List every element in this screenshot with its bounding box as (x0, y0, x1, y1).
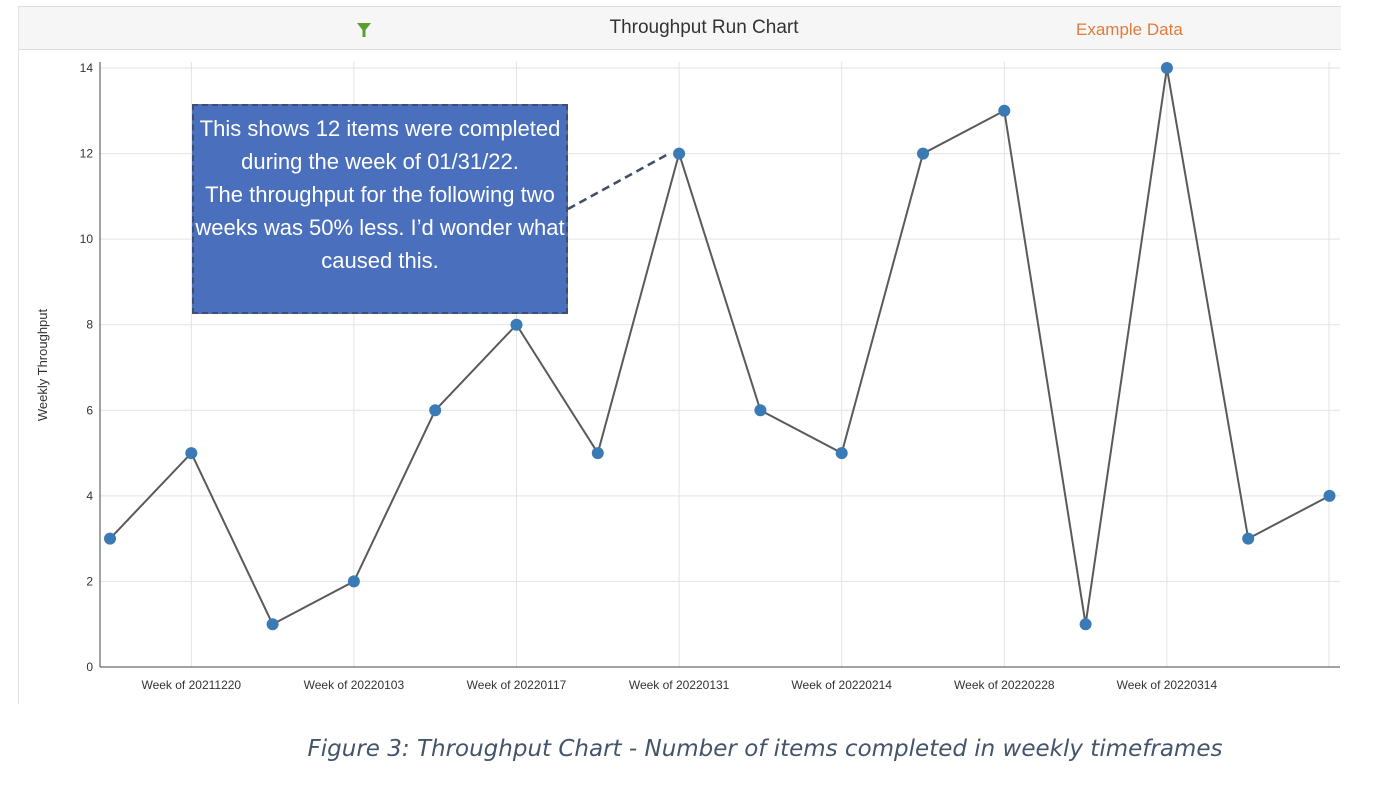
data-point (917, 147, 929, 160)
y-tick-label: 4 (86, 489, 93, 503)
y-tick-label: 2 (86, 574, 93, 588)
data-point (591, 447, 604, 460)
x-tick-label: Week of 20220103 (304, 678, 405, 692)
x-tick-label: Week of 20220131 (629, 678, 730, 692)
x-tick-label: Week of 20220228 (954, 678, 1055, 692)
annotation-connector (567, 152, 670, 211)
x-tick-label: Week of 20220314 (1117, 678, 1218, 692)
annotation-callout: This shows 12 items were completed durin… (192, 104, 568, 314)
example-data-link[interactable]: Example Data (1076, 20, 1183, 39)
data-point (347, 575, 360, 588)
x-tick-label: Week of 20211220 (141, 678, 241, 692)
y-tick-label: 12 (80, 147, 94, 161)
data-point (185, 447, 198, 460)
data-point (673, 147, 686, 160)
data-point (429, 404, 442, 417)
data-point (754, 404, 767, 417)
data-point (104, 532, 116, 545)
data-point (1160, 62, 1173, 74)
y-tick-label: 6 (86, 403, 93, 417)
y-tick-label: 10 (80, 232, 94, 246)
y-tick-label: 14 (80, 61, 94, 75)
x-tick-label: Week of 20220117 (467, 678, 567, 692)
data-point (998, 104, 1011, 117)
figure-caption: Figure 3: Throughput Chart - Number of i… (307, 736, 1223, 762)
data-point (510, 318, 523, 331)
data-point (1242, 532, 1255, 545)
data-point (1323, 489, 1336, 502)
series-line (109, 67, 1330, 626)
data-point (835, 447, 848, 460)
chart-panel: Throughput Run Chart Example Data (18, 6, 1341, 704)
chart-title: Throughput Run Chart (609, 17, 799, 38)
data-point (1079, 618, 1092, 631)
y-tick-label: 8 (86, 318, 93, 332)
chart-header: Throughput Run Chart Example Data (19, 6, 1341, 50)
x-tick-label: Week of 20220214 (791, 678, 892, 692)
y-tick-label: 0 (86, 660, 93, 674)
y-axis-label: Weekly Throughput (35, 308, 50, 421)
filter-icon[interactable] (356, 22, 372, 38)
data-point (266, 618, 279, 631)
